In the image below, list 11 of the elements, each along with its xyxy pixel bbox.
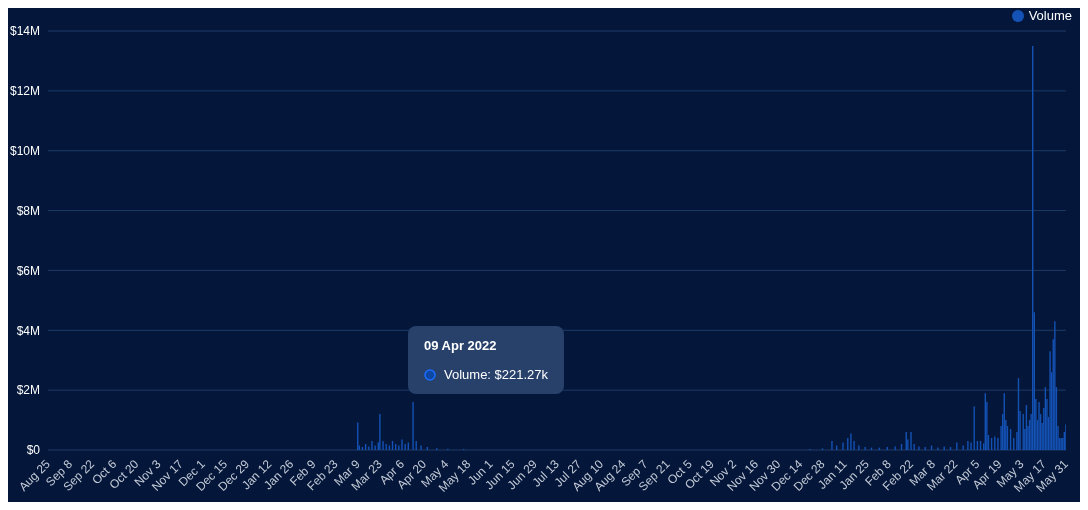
y-tick-label: $14M [9, 24, 40, 39]
annotation: Volume: $221.27k [444, 367, 549, 382]
y-tick-label: $12M [9, 84, 40, 99]
y-tick-label: $0 [26, 443, 41, 458]
y-tick-label: $2M [16, 383, 40, 398]
annotation: 09 Apr 2022 [424, 338, 498, 353]
y-tick-label: $4M [16, 323, 40, 338]
legend-label: Volume [1028, 8, 1072, 23]
y-tick-label: $8M [16, 203, 40, 218]
y-tick-label: $10M [9, 143, 40, 158]
y-tick-label: $6M [16, 263, 40, 278]
